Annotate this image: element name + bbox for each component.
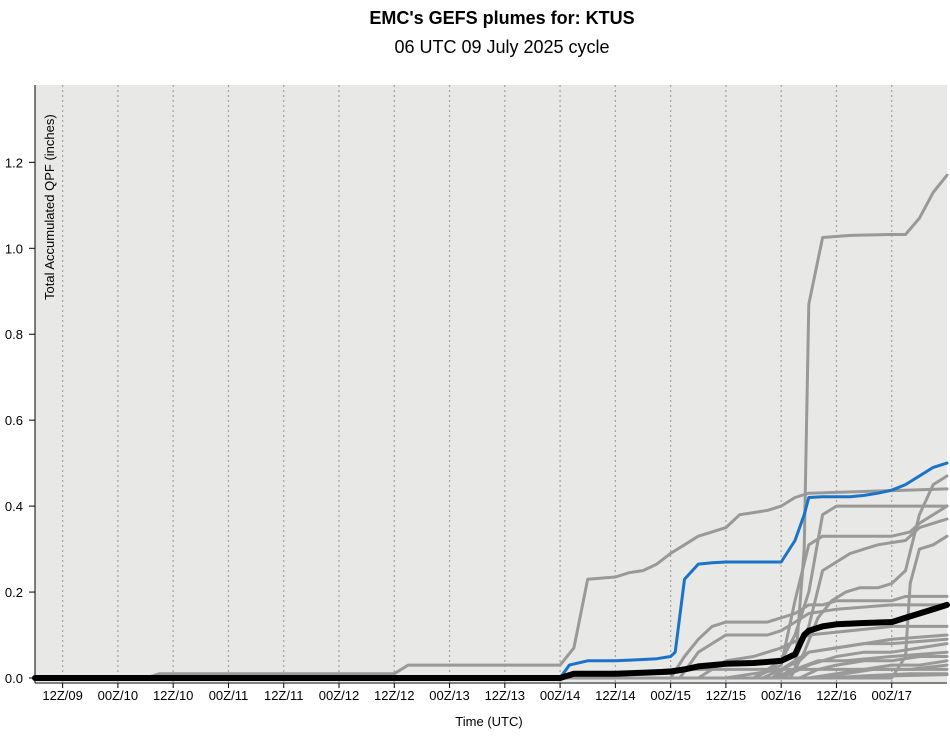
plot-background [35, 85, 947, 682]
x-tick-label-14: 12Z/16 [816, 688, 856, 703]
member-line-6 [33, 534, 949, 680]
y-tick-label-1: 0.2 [5, 585, 23, 600]
y-tick-label-2: 0.4 [5, 499, 23, 514]
x-tick-label-0: 12Z/09 [42, 688, 82, 703]
x-tick-label-13: 00Z/16 [761, 688, 801, 703]
control-member-line [33, 461, 949, 680]
ensemble-mean-line [32, 601, 950, 681]
member-line-5 [33, 474, 949, 680]
chart-subtitle: 06 UTC 09 July 2025 cycle [394, 37, 609, 57]
x-tick-label-8: 12Z/13 [485, 688, 525, 703]
y-axis-label: Total Accumulated QPF (inches) [42, 114, 57, 300]
member-line-8 [33, 603, 949, 680]
x-tick-label-1: 00Z/10 [98, 688, 138, 703]
member-line-12 [33, 642, 949, 680]
x-tick-label-4: 12Z/11 [264, 688, 304, 703]
chart-title: EMC's GEFS plumes for: KTUS [369, 8, 634, 28]
series-group [32, 173, 950, 681]
x-tick-label-15: 00Z/17 [871, 688, 911, 703]
x-tick-label-11: 00Z/15 [650, 688, 690, 703]
member-line-11 [33, 637, 949, 680]
y-tick-label-6: 1.2 [5, 155, 23, 170]
x-tick-label-2: 12Z/10 [153, 688, 193, 703]
x-tick-label-6: 12Z/12 [374, 688, 414, 703]
y-tick-label-4: 0.8 [5, 327, 23, 342]
x-tick-label-3: 00Z/11 [209, 688, 249, 703]
y-tick-label-5: 1.0 [5, 241, 23, 256]
member-line-0 [33, 487, 949, 680]
member-line-9 [33, 624, 949, 680]
x-tick-label-7: 00Z/13 [429, 688, 469, 703]
y-tick-label-0: 0.0 [5, 671, 23, 686]
member-line-7 [33, 594, 949, 680]
x-tick-label-5: 00Z/12 [319, 688, 359, 703]
y-tick-label-3: 0.6 [5, 413, 23, 428]
x-ticks: 12Z/09 00Z/10 12Z/10 00Z/11 12Z/11 00Z/12 12Z/… [42, 683, 912, 703]
y-ticks: 0.0 0.2 0.4 0.6 0.8 1.0 1.2 [5, 155, 35, 686]
x-tick-label-10: 12Z/14 [595, 688, 635, 703]
x-tick-label-9: 00Z/14 [540, 688, 580, 703]
x-tick-label-12: 12Z/15 [706, 688, 746, 703]
x-axis-label: Time (UTC) [455, 714, 522, 729]
